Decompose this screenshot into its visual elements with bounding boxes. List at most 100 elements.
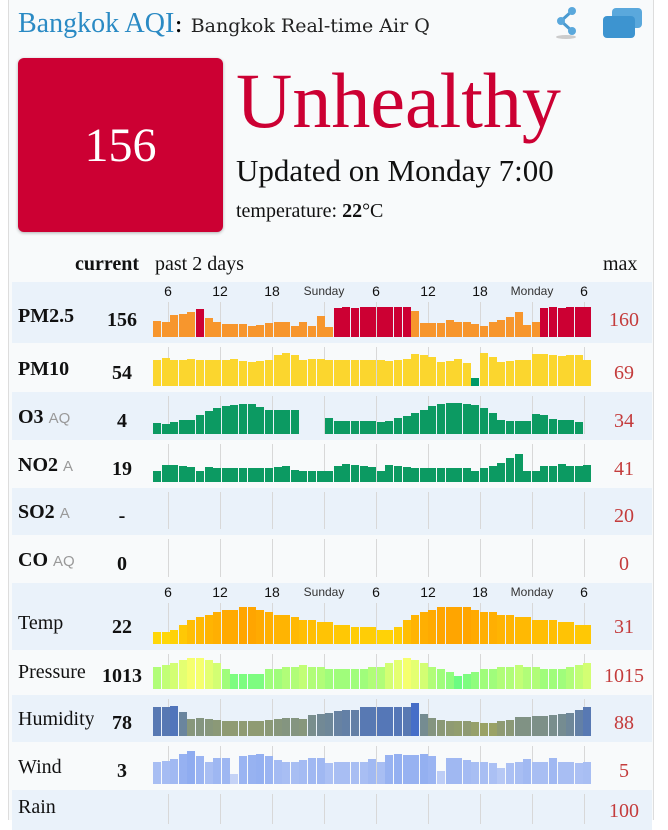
chart-bar — [445, 720, 454, 736]
chart-bar — [342, 421, 351, 434]
windows-icon[interactable] — [600, 6, 646, 40]
chart-bar — [290, 409, 299, 434]
chart-bar — [359, 307, 368, 337]
gridline — [220, 302, 221, 337]
chart-bar — [273, 760, 282, 784]
chart-bar — [196, 717, 205, 736]
current-value: 156 — [107, 309, 137, 331]
chart-bar — [566, 354, 575, 386]
time-axis-label: 12 — [212, 584, 228, 600]
chart-bar — [247, 720, 256, 736]
chart-bar — [480, 669, 489, 689]
row-rain[interactable]: Rain 100 — [12, 790, 652, 830]
temperature-unit: °C — [362, 200, 384, 222]
chart-bar — [239, 361, 248, 386]
chart-bar — [273, 409, 282, 434]
chart-bar — [221, 609, 230, 644]
row-no2[interactable]: NO2 A 19 41 — [12, 440, 652, 488]
chart-bar — [531, 322, 540, 337]
chart-bar — [583, 662, 592, 689]
gridline — [532, 539, 533, 577]
chart-bar — [557, 714, 566, 736]
current-value: 1013 — [102, 665, 142, 687]
time-axis-label: 12 — [212, 283, 228, 299]
chart-bar — [325, 763, 334, 784]
chart-bar — [462, 673, 471, 689]
row-label: CO AQ — [18, 549, 94, 572]
chart-bar — [385, 464, 394, 482]
chart-bar — [170, 360, 179, 386]
gridline — [428, 699, 429, 736]
current-value: 54 — [112, 362, 132, 384]
chart-bar — [445, 607, 454, 644]
row-pm25[interactable]: PM2.5 156 160 6 12 18 Sunday 6 12 18 Monday 6 — [12, 282, 652, 343]
chart-bar — [566, 622, 575, 644]
chart-bar — [557, 622, 566, 644]
gridline — [324, 794, 325, 824]
chart-bar — [385, 754, 394, 784]
gridline — [168, 302, 169, 337]
gridline — [532, 302, 533, 337]
chart-bar — [540, 761, 549, 784]
chart-bar — [264, 323, 273, 337]
chart-bar — [153, 471, 161, 482]
gridline — [428, 444, 429, 482]
row-label: Wind — [18, 756, 94, 779]
chart-bar — [419, 409, 428, 434]
updated-time: Updated on Monday 7:00 — [236, 153, 554, 188]
chart-bar — [170, 422, 179, 434]
history-chart-o3 — [153, 396, 592, 434]
max-value: 41 — [614, 458, 634, 480]
chart-bar — [161, 632, 170, 644]
time-axis-label: 6 — [372, 584, 380, 600]
row-temp[interactable]: Temp 22 31 6 12 18 Sunday 6 12 18 Monday 6 — [12, 583, 652, 650]
chart-bar — [454, 607, 463, 644]
row-co[interactable]: CO AQ 0 0 — [12, 535, 652, 583]
chart-bar — [574, 306, 583, 337]
chart-bar — [299, 359, 308, 386]
chart-bar — [325, 327, 334, 337]
row-pm10[interactable]: PM10 54 69 — [12, 343, 652, 392]
share-icon[interactable] — [548, 6, 584, 40]
row-label: NO2 A — [18, 454, 94, 477]
max-value: 69 — [614, 362, 634, 384]
chart-bar — [514, 617, 523, 644]
row-so2[interactable]: SO2 A - 20 — [12, 488, 652, 535]
row-humidity[interactable]: Humidity 78 88 — [12, 695, 652, 742]
chart-bar — [256, 467, 265, 482]
chart-bar — [178, 754, 187, 784]
gridline — [272, 539, 273, 577]
chart-bar — [359, 421, 368, 434]
chart-bar — [394, 627, 403, 644]
row-pressure[interactable]: Pressure 1013 1015 — [12, 650, 652, 695]
chart-bar — [548, 669, 557, 689]
chart-bar — [153, 632, 161, 644]
chart-bar — [471, 722, 480, 736]
chart-bar — [239, 324, 248, 337]
chart-bar — [153, 359, 161, 386]
chart-bar — [454, 676, 463, 689]
gridline — [376, 654, 377, 689]
row-wind[interactable]: Wind 3 5 — [12, 742, 652, 790]
chart-bar — [230, 405, 239, 434]
chart-bar — [290, 717, 299, 736]
chart-bar — [462, 760, 471, 784]
chart-bar — [583, 761, 592, 784]
gridline — [376, 302, 377, 337]
chart-bar — [411, 467, 420, 482]
chart-bar — [548, 419, 557, 434]
chart-bar — [523, 470, 532, 482]
chart-bar — [350, 761, 359, 784]
chart-bar — [505, 763, 514, 784]
chart-bar — [394, 660, 403, 689]
chart-bar — [256, 361, 265, 386]
chart-bar — [557, 464, 566, 482]
chart-bar — [230, 324, 239, 337]
row-o3[interactable]: O3 AQ 4 34 — [12, 392, 652, 440]
chart-bar — [333, 624, 342, 644]
chart-bar — [540, 465, 549, 482]
chart-bar — [350, 627, 359, 644]
gridline — [324, 396, 325, 434]
city-aqi-link[interactable]: Bangkok AQI — [18, 8, 175, 39]
chart-bar — [316, 713, 325, 736]
